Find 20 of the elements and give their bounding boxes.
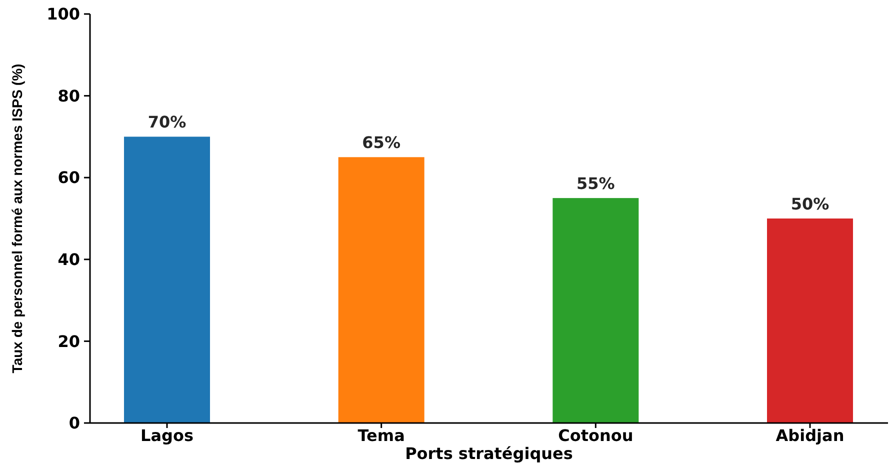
y-tick-label: 60: [58, 168, 80, 188]
y-tick-label: 20: [58, 332, 80, 351]
x-tick-label: Lagos: [140, 426, 194, 445]
bar: [552, 198, 639, 423]
y-tick-label: 80: [58, 86, 80, 106]
y-tick-label: 40: [58, 250, 80, 269]
bar: [767, 218, 853, 423]
x-tick-label: Cotonou: [558, 426, 634, 445]
y-tick-label: 0: [68, 414, 80, 433]
x-tick-label: Tema: [358, 426, 405, 445]
bar: [338, 157, 424, 423]
data-label: 70%: [148, 112, 186, 132]
data-label: 55%: [576, 174, 615, 194]
bar: [124, 136, 210, 423]
x-tick-label: Abidjan: [776, 426, 844, 445]
x-axis-title: Ports stratégiques: [405, 444, 573, 463]
data-label: 50%: [790, 194, 830, 214]
y-axis-title: Taux de personnel formé aux normes ISPS (%): [9, 64, 25, 374]
y-tick-label: 100: [46, 4, 80, 24]
data-label: 65%: [362, 133, 400, 152]
